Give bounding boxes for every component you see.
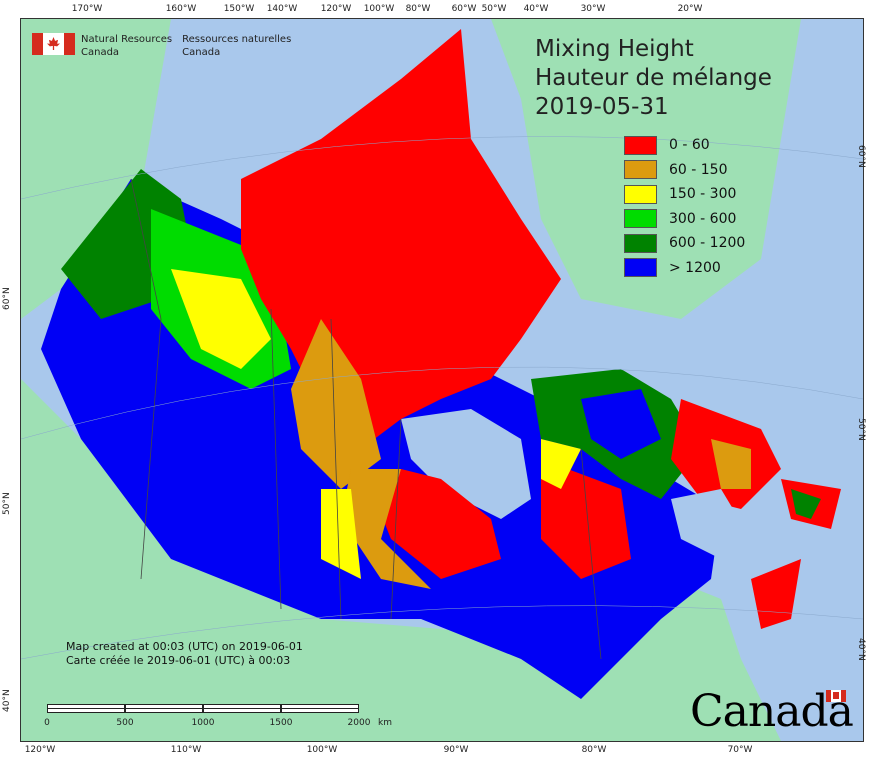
agency-fr-line2: Canada <box>182 47 221 58</box>
hudson-bay <box>401 409 531 519</box>
agency-fr-line1: Ressources naturelles <box>182 34 292 45</box>
agency-en-line1: Natural Resources <box>81 34 173 45</box>
tick-top-12: 20°W <box>677 4 703 14</box>
tick-top-7: 80°W <box>405 4 431 14</box>
legend-swatch <box>624 184 657 204</box>
map-area <box>20 18 864 742</box>
agency-name-en: Natural Resources Canada <box>81 33 172 59</box>
tick-left-40n: 40°N <box>2 689 12 712</box>
agency-signature: Natural Resources Canada Ressources natu… <box>32 33 291 59</box>
canada-flag-icon <box>32 33 75 55</box>
scale-label-1500: 1500 <box>269 718 293 728</box>
tick-bottom-6: 70°W <box>727 745 753 755</box>
tick-top-5: 120°W <box>320 4 352 14</box>
scale-label-1000: 1000 <box>191 718 215 728</box>
tick-top-2: 160°W <box>165 4 197 14</box>
legend-item: 600 - 1200 <box>624 231 745 256</box>
agency-en-line2: Canada <box>81 47 120 58</box>
legend-item: 150 - 300 <box>624 182 745 207</box>
map-title: Mixing Height Hauteur de mélange 2019-05… <box>535 35 772 122</box>
title-fr: Hauteur de mélange <box>535 65 772 91</box>
legend: 0 - 60 60 - 150 150 - 300 300 - 600 600 - 12… <box>624 133 745 280</box>
tick-top-3: 150°W <box>223 4 255 14</box>
tick-top-1: 170°W <box>71 4 103 14</box>
legend-label: 600 - 1200 <box>669 235 746 252</box>
legend-label: 0 - 60 <box>669 137 710 154</box>
tick-bottom-2: 110°W <box>170 745 202 755</box>
legend-label: 300 - 600 <box>669 210 737 227</box>
legend-label: > 1200 <box>669 259 721 276</box>
tick-top-11: 30°W <box>580 4 606 14</box>
legend-item: 300 - 600 <box>624 207 745 232</box>
legend-label: 150 - 300 <box>669 186 737 203</box>
scale-label-0: 0 <box>44 718 50 728</box>
tick-bottom-4: 90°W <box>443 745 469 755</box>
tick-top-10: 40°W <box>523 4 549 14</box>
created-en: Map created at 00:03 (UTC) on 2019-06-01 <box>66 640 303 653</box>
tick-left-50n: 50°N <box>2 492 12 515</box>
scale-unit: km <box>378 718 392 728</box>
map-canvas <box>21 19 863 741</box>
created-fr: Carte créée le 2019-06-01 (UTC) à 00:03 <box>66 654 291 667</box>
tick-top-6: 100°W <box>363 4 395 14</box>
legend-swatch <box>624 258 657 278</box>
tick-right-40n: 40°N <box>856 638 866 661</box>
scale-bar: 0 500 1000 1500 2000 km <box>44 704 392 728</box>
tick-top-9: 50°W <box>481 4 507 14</box>
legend-label: 60 - 150 <box>669 161 728 178</box>
tick-left-60n: 60°N <box>2 287 12 310</box>
tick-bottom-1: 120°W <box>24 745 56 755</box>
tick-bottom-3: 100°W <box>306 745 338 755</box>
alaska-land <box>21 19 171 319</box>
tick-top-4: 140°W <box>266 4 298 14</box>
legend-swatch <box>624 233 657 253</box>
footer-note: Map created at 00:03 (UTC) on 2019-06-01… <box>66 640 303 668</box>
scale-midline <box>47 708 359 712</box>
title-date: 2019-05-31 <box>535 94 669 120</box>
legend-item: 0 - 60 <box>624 133 745 158</box>
tick-top-8: 60°W <box>451 4 477 14</box>
legend-swatch <box>624 160 657 180</box>
scale-label-500: 500 <box>116 718 134 728</box>
scale-label-2000: 2000 <box>347 718 371 728</box>
tick-right-50n: 50°N <box>856 418 866 441</box>
title-en: Mixing Height <box>535 36 694 62</box>
tick-right-60n: 60°N <box>856 145 866 168</box>
legend-swatch <box>624 209 657 229</box>
wordmark-flag-icon <box>826 690 846 702</box>
agency-name-fr: Ressources naturelles Canada <box>182 33 291 59</box>
tick-bottom-5: 80°W <box>581 745 607 755</box>
legend-item: 60 - 150 <box>624 158 745 183</box>
legend-swatch <box>624 135 657 155</box>
legend-item: > 1200 <box>624 256 745 281</box>
